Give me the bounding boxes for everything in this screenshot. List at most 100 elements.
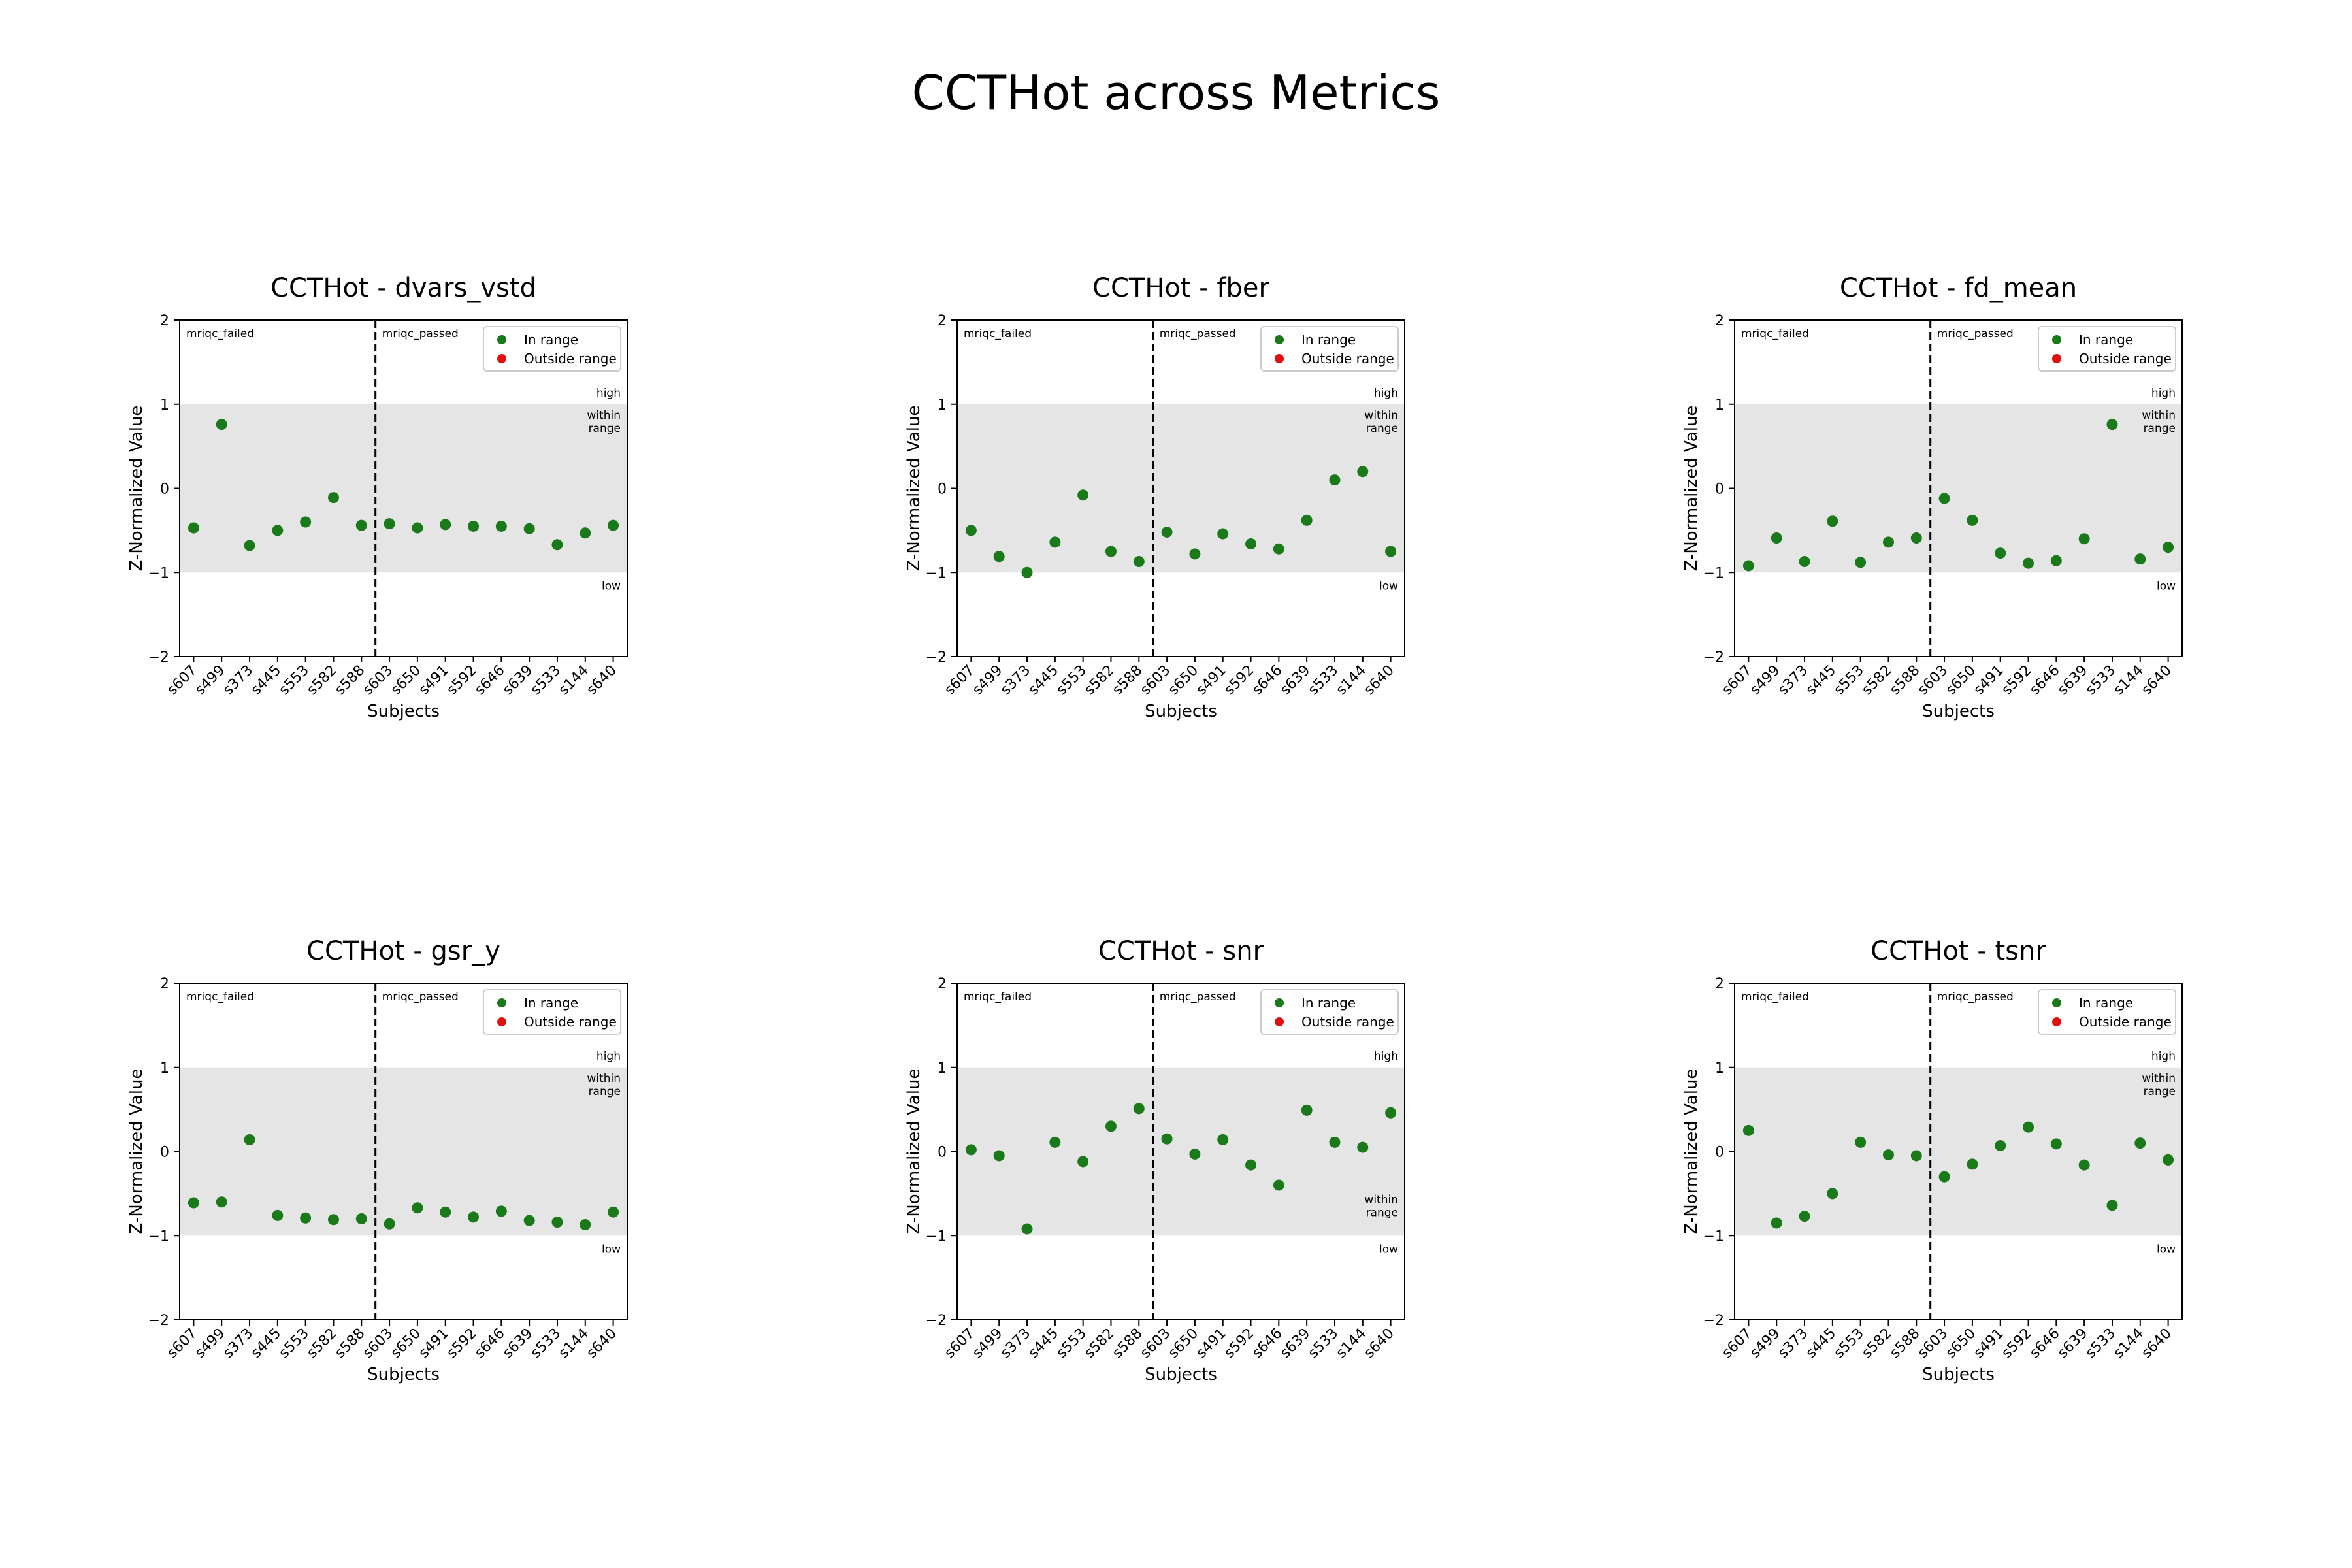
within-range-band <box>957 1067 1405 1236</box>
x-tick-label-s592: s592 <box>444 662 480 698</box>
data-point-s640 <box>2163 542 2174 553</box>
data-point-s588 <box>1133 1103 1145 1115</box>
legend: In range Outside range <box>1260 989 1399 1035</box>
data-point-s144 <box>2134 553 2146 565</box>
data-point-s491 <box>1217 1134 1229 1145</box>
legend-marker-0 <box>497 335 506 344</box>
data-point-s373 <box>1799 556 1810 568</box>
data-point-s650 <box>1967 514 1978 526</box>
y-tick-label: −1 <box>148 1228 169 1245</box>
x-tick-label-s592: s592 <box>1221 1326 1257 1362</box>
data-point-s588 <box>1910 1150 1922 1162</box>
legend-label-0: In range <box>1301 995 1356 1011</box>
x-tick-label-s646: s646 <box>1249 1326 1285 1362</box>
x-axis-label: Subjects <box>1922 1365 1995 1384</box>
data-point-s373 <box>1799 1211 1810 1222</box>
data-point-s533 <box>2106 419 2118 431</box>
x-tick-label-s588: s588 <box>332 1326 368 1362</box>
legend-marker-0 <box>1275 998 1284 1007</box>
x-tick-label-s491: s491 <box>416 1326 451 1362</box>
x-tick-label-s491: s491 <box>1970 662 2006 698</box>
data-point-s533 <box>1329 1136 1341 1148</box>
zone-label-within-2: range <box>589 422 621 435</box>
x-tick-label-s553: s553 <box>1831 662 1867 698</box>
data-point-s639 <box>1301 514 1313 526</box>
x-tick-label-s445: s445 <box>248 662 284 698</box>
legend-label-1: Outside range <box>524 351 617 367</box>
data-point-s373 <box>1021 1223 1033 1235</box>
x-tick-label-s491: s491 <box>1193 1326 1229 1362</box>
x-tick-label-s533: s533 <box>2083 662 2119 698</box>
x-tick-label-s144: s144 <box>1333 1326 1369 1362</box>
x-tick-label-s144: s144 <box>556 1326 592 1362</box>
y-tick-label: −1 <box>1703 565 1724 581</box>
group-label-failed: mriqc_failed <box>1741 990 1809 1004</box>
zone-label-high: high <box>596 1050 621 1063</box>
x-tick-label-s144: s144 <box>1333 662 1369 698</box>
x-tick-label-s553: s553 <box>276 1326 312 1362</box>
data-point-s592 <box>1245 1159 1257 1171</box>
x-tick-label-s592: s592 <box>444 1326 480 1362</box>
x-tick-label-s640: s640 <box>583 1326 619 1362</box>
group-label-passed: mriqc_passed <box>1160 990 1236 1004</box>
data-point-s592 <box>468 1211 480 1223</box>
x-tick-label-s582: s582 <box>304 1326 340 1362</box>
zone-label-low: low <box>2157 580 2176 593</box>
legend-label-1: Outside range <box>2079 1014 2172 1030</box>
data-point-s603 <box>384 1218 395 1230</box>
zone-label-within-1: within <box>1364 409 1398 422</box>
legend-label-0: In range <box>524 995 578 1011</box>
x-tick-label-s499: s499 <box>970 662 1005 698</box>
x-axis-label: Subjects <box>1145 702 1217 721</box>
figure-title: CCTHot across Metrics <box>911 65 1441 120</box>
x-tick-label-s553: s553 <box>1831 1326 1867 1362</box>
data-point-s640 <box>1385 1107 1397 1119</box>
group-label-failed: mriqc_failed <box>964 990 1032 1004</box>
data-point-s592 <box>2023 1121 2034 1133</box>
data-point-s607 <box>188 522 199 534</box>
data-point-s499 <box>993 551 1005 563</box>
x-tick-label-s553: s553 <box>276 662 312 698</box>
data-point-s646 <box>2050 1138 2062 1150</box>
x-tick-label-s646: s646 <box>2027 1326 2063 1362</box>
y-axis-label: Z-Normalized Value <box>904 1069 924 1235</box>
data-point-s650 <box>1189 548 1201 560</box>
x-tick-label-s639: s639 <box>1277 1326 1313 1362</box>
data-point-s499 <box>993 1150 1005 1162</box>
y-tick-label: −2 <box>1703 649 1724 666</box>
zone-label-within-1: within <box>587 1072 621 1085</box>
data-point-s592 <box>468 520 480 532</box>
x-tick-label-s588: s588 <box>1887 662 1923 698</box>
x-tick-label-s445: s445 <box>1026 1326 1062 1362</box>
zone-label-high: high <box>596 387 621 400</box>
x-tick-label-s640: s640 <box>2138 1326 2174 1362</box>
data-point-s144 <box>1357 466 1369 478</box>
y-tick-label: 1 <box>1715 397 1724 414</box>
x-tick-label-s646: s646 <box>2027 662 2063 698</box>
zone-label-high: high <box>1374 387 1398 400</box>
x-tick-label-s144: s144 <box>556 662 592 698</box>
y-tick-label: −2 <box>148 649 169 666</box>
x-tick-label-s373: s373 <box>220 662 256 698</box>
legend-box <box>1260 326 1399 372</box>
data-point-s640 <box>2163 1154 2174 1166</box>
data-point-s639 <box>2078 1159 2090 1171</box>
zone-label-within-1: within <box>2142 409 2176 422</box>
data-point-s588 <box>1133 556 1145 568</box>
legend-label-0: In range <box>2079 332 2133 348</box>
group-label-passed: mriqc_passed <box>1937 990 2014 1004</box>
x-tick-label-s588: s588 <box>332 662 368 698</box>
x-tick-label-s650: s650 <box>1166 662 1201 698</box>
zone-label-high: high <box>1374 1050 1398 1063</box>
data-point-s588 <box>1910 532 1922 544</box>
data-point-s445 <box>1827 515 1838 527</box>
x-tick-label-s639: s639 <box>2055 662 2091 698</box>
data-point-s582 <box>1105 1120 1117 1132</box>
data-point-s603 <box>1938 493 1950 504</box>
x-tick-label-s499: s499 <box>970 1326 1005 1362</box>
x-tick-label-s650: s650 <box>388 1326 424 1362</box>
x-tick-label-s582: s582 <box>1081 662 1117 698</box>
y-tick-label: 1 <box>938 397 947 414</box>
data-point-s491 <box>440 1206 451 1218</box>
